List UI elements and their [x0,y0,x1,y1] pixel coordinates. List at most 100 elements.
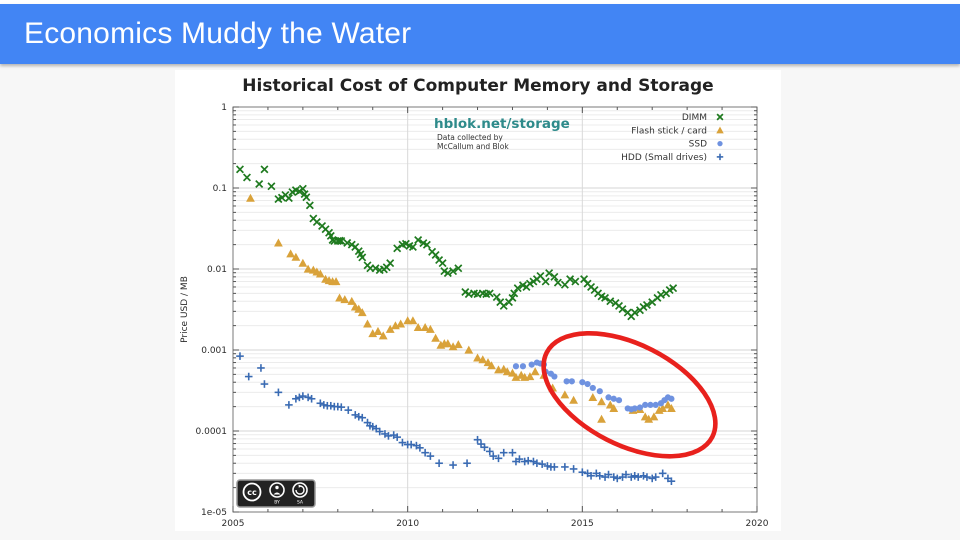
data-point [656,290,665,299]
data-point [321,225,330,234]
data-point [337,236,346,245]
data-point [588,392,598,401]
data-point [668,395,675,402]
data-point [541,277,550,286]
y-tick-label: 0.01 [207,265,227,275]
data-point [414,236,423,245]
data-point [478,289,487,298]
y-axis-label: Price USD / MB [180,276,190,343]
data-point [393,244,402,253]
data-point [454,264,463,273]
data-point [584,380,591,388]
series-flash-stick-card [246,193,676,423]
data-point [401,239,410,248]
data-point [356,250,365,259]
data-point [642,401,649,409]
data-point [326,231,335,240]
data-point [461,288,470,297]
data-point [298,184,307,193]
data-point [508,293,517,302]
cc-icon-text: cc [247,488,257,497]
data-point [242,173,251,182]
data-point [386,259,395,268]
data-point [530,367,540,376]
data-point [325,228,334,237]
data-point [590,286,599,295]
data-point [431,333,441,342]
y-tick-label: 1 [221,103,227,113]
data-point [551,373,558,380]
data-point [470,289,479,298]
y-tick-label: 0.0001 [196,427,228,437]
data-point [545,269,554,278]
data-point [449,267,458,276]
data-point [354,247,363,256]
data-point [596,388,603,395]
data-point [630,308,639,317]
axis-ticks [232,106,758,513]
data-point [315,269,325,278]
plot-frame [232,106,758,513]
data-point [340,295,350,304]
data-point [464,290,473,299]
cc-license-badge: cc BY SA [236,479,316,508]
data-point [601,293,610,302]
data-point [291,186,300,195]
data-point [510,289,519,298]
data-point [302,193,311,202]
slide-top-margin [0,0,960,4]
data-point [518,281,527,290]
data-point [284,194,293,203]
data-point [569,395,578,404]
data-point [286,249,296,258]
data-point [667,404,676,413]
data-point [597,292,606,301]
data-point [560,390,570,399]
x-tick-label: 2015 [571,519,594,529]
data-point [368,329,378,338]
data-point [438,259,447,268]
data-point [351,242,360,251]
data-point [300,190,309,199]
data-point [260,165,269,174]
data-point [525,372,535,381]
legend-label: SSD [689,140,707,150]
legend-label: HDD (Small drives) [621,153,707,163]
cc-by-label: BY [274,500,280,506]
data-point [478,355,488,364]
y-tick-label: 1e-05 [201,508,227,518]
data-point [717,140,723,147]
data-point [246,193,255,202]
data-point [571,277,580,286]
chart-panel: Historical Cost of Computer Memory and S… [175,70,781,531]
data-point [563,378,570,385]
y-tick-label: 0.1 [213,184,227,194]
data-point [609,404,619,413]
data-point [371,264,380,273]
data-point [553,278,562,287]
data-point [305,201,314,210]
chart-title: Historical Cost of Computer Memory and S… [242,76,714,96]
data-point [485,289,494,298]
data-point [291,252,301,261]
data-point [652,401,659,409]
data-point [274,238,283,247]
data-point [512,363,520,370]
legend-label: Flash stick / card [631,126,707,136]
data-point [647,401,654,409]
series-ssd [512,359,675,413]
series-hdd-small-drives [236,352,676,486]
data-point [357,308,367,317]
data-point [580,275,589,284]
data-point [378,331,388,340]
data-point [502,367,512,376]
x-tick-label: 2010 [396,519,419,529]
data-point [335,293,344,302]
data-point [347,296,357,305]
data-point [440,267,449,276]
data-point [331,277,341,286]
data-point [499,301,508,310]
